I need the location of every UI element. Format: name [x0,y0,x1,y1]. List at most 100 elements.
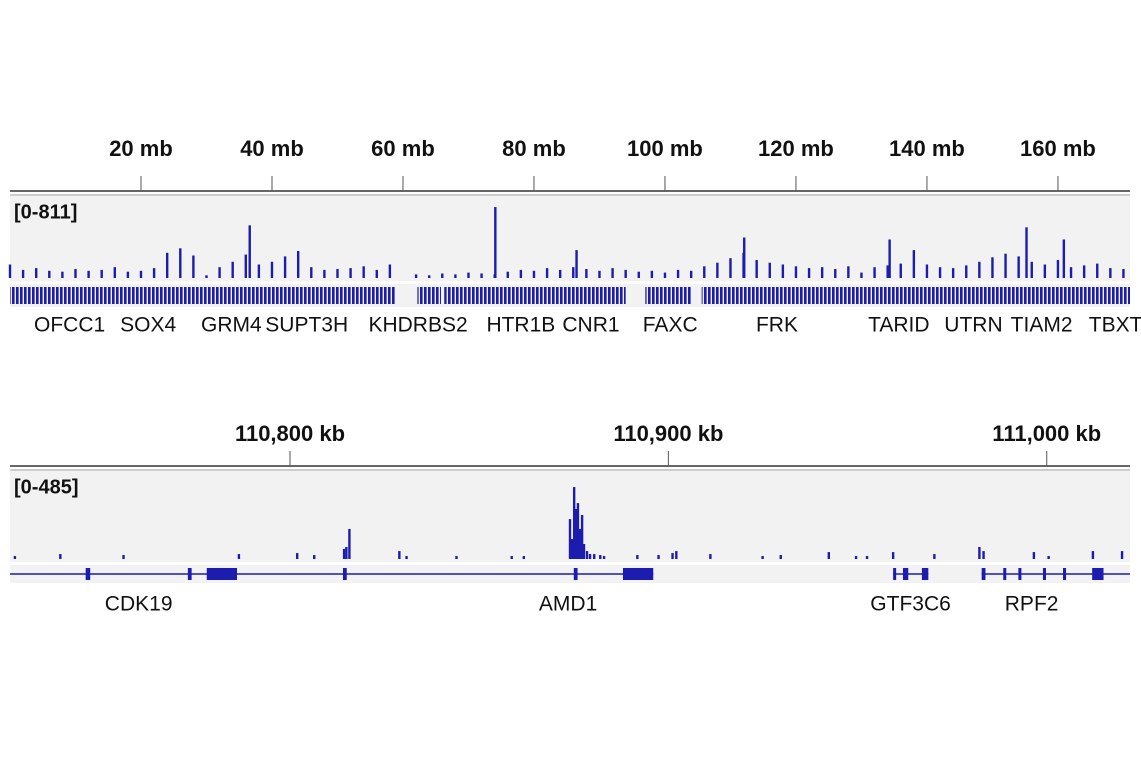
coverage-bar [888,239,891,278]
coverage-bar [388,264,392,278]
coverage-bar [624,269,627,278]
gene-block [645,287,692,304]
coverage-bar [165,252,169,278]
coverage-bar [34,268,38,278]
coverage-bar [598,270,601,278]
coverage-bar [205,275,208,278]
coverage-bar [375,269,378,278]
coverage-bar [572,267,575,278]
coverage-bar [74,268,77,278]
coverage-bar [847,266,850,278]
coverage-bar [100,269,103,278]
coverage-bar [8,264,12,278]
coverage-bar [938,267,942,278]
coverage-bar [532,270,536,278]
coverage-bar [611,268,614,278]
gene-label: RPF2 [1005,593,1059,616]
coverage-bar [657,555,660,559]
coverage-bar [1047,556,1050,559]
coverage-bar [951,268,955,278]
gene-label: GTF3C6 [870,593,951,616]
coverage-bar [585,551,589,559]
coverage-bar [768,262,771,278]
track-background [10,196,1130,281]
coverage-bar [414,274,418,278]
coverage-bar [21,269,25,278]
exon [622,568,654,580]
gene-block [10,287,396,304]
coverage-bar [854,556,858,559]
coverage-bar [192,255,195,278]
exon [893,568,897,580]
coverage-bar [323,269,326,278]
gene-label: OFCC1 [34,314,105,337]
coverage-bar [441,273,444,278]
x-tick-label: 140 mb [889,136,965,161]
exon [981,568,986,580]
coverage-bar [570,539,574,559]
coverage-bar [113,267,116,278]
gene-label: TBXT [1089,314,1141,337]
coverage-bar [912,250,916,278]
coverage-bar [1030,261,1033,278]
coverage-bar [310,267,313,278]
coverage-bar [87,270,90,278]
coverage-bar [1017,256,1020,278]
coverage-bar [455,556,458,559]
coverage-bar [506,271,509,278]
coverage-bar [1109,268,1112,278]
coverage-bar [794,266,798,278]
coverage-bar [991,257,994,278]
coverage-bar [579,528,582,559]
x-tick-label: 60 mb [371,136,435,161]
coverage-bar [152,268,156,278]
gene-label: FAXC [643,314,698,337]
coverage-bar [886,265,889,278]
coverage-bar [494,207,497,278]
coverage-bar [575,250,578,278]
coverage-bar [126,271,130,278]
x-tick-label: 100 mb [627,136,703,161]
gene-label: HTR1B [486,314,555,337]
coverage-bar [510,556,513,559]
coverage-bar [398,551,401,559]
coverage-bar [244,254,247,278]
coverage-bar [827,552,831,559]
coverage-bar [602,556,606,559]
coverage-bar [405,556,408,559]
coverage-bar [982,551,985,559]
exon [85,568,91,580]
coverage-bar [568,519,572,559]
coverage-bar [925,264,929,278]
exon [573,568,578,580]
coverage-bar [761,556,764,559]
coverage-bar [1091,551,1095,559]
gene-label: SUPT3H [265,314,348,337]
coverage-bar [454,274,457,278]
coverage-bar [348,528,351,559]
coverage-bar [313,555,316,559]
coverage-bar [342,548,346,559]
coverage-bar [588,554,592,559]
coverage-bar [218,267,221,278]
coverage-bar [580,514,584,559]
coverage-bar [933,554,936,559]
coverage-bar [237,554,241,559]
data-range: [0-811] [14,201,77,223]
coverage-bar [729,258,732,278]
coverage-bar [1043,264,1047,278]
coverage-bar [671,553,674,559]
coverage-bar [13,556,17,559]
gene-block [444,287,626,304]
coverage-bar [467,272,470,278]
coverage-bar [61,271,64,278]
x-tick-label: 20 mb [109,136,173,161]
coverage-bar [820,267,824,278]
exon [902,568,909,580]
coverage-bar [558,269,562,278]
x-tick-label: 160 mb [1020,136,1096,161]
coverage-bar [248,225,251,278]
coverage-bar [873,267,876,278]
coverage-bar [978,546,981,559]
